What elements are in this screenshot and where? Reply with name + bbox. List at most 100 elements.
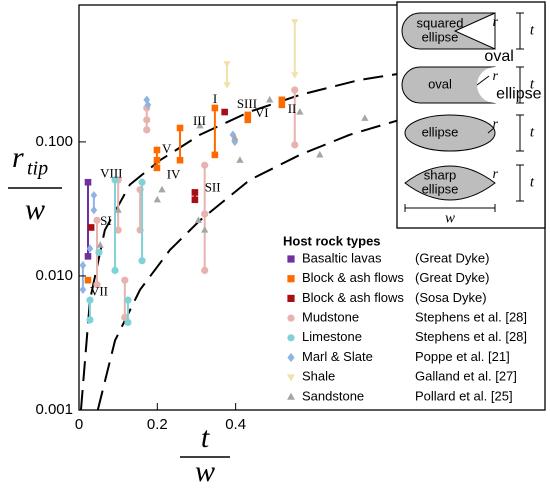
data-point <box>79 261 87 270</box>
annotation: SI <box>100 213 112 228</box>
legend-source: (Great Dyke) <box>415 250 489 265</box>
legend-source: Pollard et al. [25] <box>415 388 513 403</box>
data-point <box>201 210 209 218</box>
annotation: SIII <box>237 96 257 111</box>
legend-source: Poppe et al. [21] <box>415 349 510 364</box>
curve-label: oval <box>484 48 513 65</box>
shape-ellipse <box>404 114 496 152</box>
shape-wedge <box>453 12 496 50</box>
data-point <box>111 266 119 274</box>
annotation: I <box>213 91 217 106</box>
data-point <box>191 189 199 196</box>
x-tick-label: 0.4 <box>225 416 246 433</box>
radius <box>487 127 495 134</box>
annotation: II <box>288 101 297 116</box>
y-tick-label: 0.010 <box>35 267 73 284</box>
annotation: V <box>162 141 172 156</box>
inset-r: r <box>493 167 499 182</box>
data-point <box>221 108 228 116</box>
data-point <box>231 137 239 147</box>
annotation: VII <box>90 284 108 299</box>
data-point <box>143 116 151 124</box>
shape-oval <box>401 66 496 104</box>
data-point <box>144 100 152 110</box>
data-point <box>84 178 92 186</box>
legend-source: (Great Dyke) <box>415 270 489 285</box>
t-indicators <box>404 12 524 212</box>
legend-marker <box>287 255 295 263</box>
data-point <box>201 266 209 275</box>
inset-r: r <box>493 15 499 30</box>
legend-source: Galland et al. [27] <box>415 369 517 384</box>
plot-area <box>79 19 491 410</box>
inset-r: r <box>493 69 499 84</box>
inset-shape-label: ellipse <box>422 124 459 139</box>
data-point <box>93 281 101 289</box>
data-point <box>201 161 209 169</box>
inset-t: t <box>530 22 535 38</box>
inset-t: t <box>530 76 535 92</box>
shape-squared-ellipse <box>401 12 496 50</box>
data-point <box>291 141 299 149</box>
data-point <box>138 178 146 186</box>
inset-shape-label: ellipse <box>422 181 459 196</box>
data-point <box>90 190 98 200</box>
inset-r: r <box>493 117 499 132</box>
data-point <box>278 101 286 109</box>
data-point <box>244 116 252 124</box>
annotation: VI <box>255 105 269 120</box>
legend-source: (Sosa Dyke) <box>415 290 487 305</box>
data-point <box>266 95 274 103</box>
x-tick-label: 0 <box>75 416 83 433</box>
data-point <box>176 156 184 164</box>
data-point <box>223 82 231 89</box>
legend-name: Sandstone <box>302 388 364 403</box>
x-tick-label: 0.2 <box>147 416 168 433</box>
data-point <box>194 216 203 223</box>
radius <box>476 75 490 86</box>
data-point <box>86 244 94 253</box>
annotation: IV <box>167 167 181 182</box>
curve-label: ellipse <box>496 85 541 102</box>
data-point <box>278 96 286 104</box>
legend-name: Block & ash flows <box>302 290 404 305</box>
inset-t: t <box>530 174 535 190</box>
data-point <box>114 226 122 234</box>
data-point <box>87 224 95 231</box>
legend-marker <box>287 392 295 400</box>
data-point <box>84 253 92 260</box>
legend-marker <box>287 334 295 342</box>
data-point <box>176 124 184 132</box>
data-point <box>84 276 92 284</box>
legend-marker <box>287 275 295 283</box>
annotation: VIII <box>100 166 122 181</box>
data-point <box>121 276 129 284</box>
data-point <box>211 151 219 159</box>
inset-shape-label: oval <box>428 76 452 91</box>
data-point <box>96 241 104 248</box>
legend-marker <box>287 352 295 363</box>
data-point <box>316 150 324 158</box>
legend-source: Stephens et al. [28] <box>415 310 527 325</box>
legend-marker <box>287 294 295 302</box>
data-point <box>124 318 132 327</box>
data-point <box>153 146 161 154</box>
data-point <box>158 185 166 193</box>
y-label-den: w <box>25 193 45 226</box>
data-point <box>291 72 299 79</box>
y-tick-label: 0.100 <box>35 133 73 150</box>
data-point <box>124 296 132 304</box>
data-point <box>196 121 204 129</box>
y-label-main: r <box>12 141 24 174</box>
data-point <box>143 126 151 134</box>
data-point <box>191 196 199 204</box>
data-point <box>244 111 252 119</box>
data-point <box>114 206 122 213</box>
shape-sharp-ellipse <box>404 165 496 201</box>
inset-shape-label: squared <box>417 15 464 30</box>
data-point <box>86 316 94 324</box>
legend: Host rock types Basaltic lavas (Great Dyk… <box>280 230 543 408</box>
data-point <box>153 156 161 164</box>
